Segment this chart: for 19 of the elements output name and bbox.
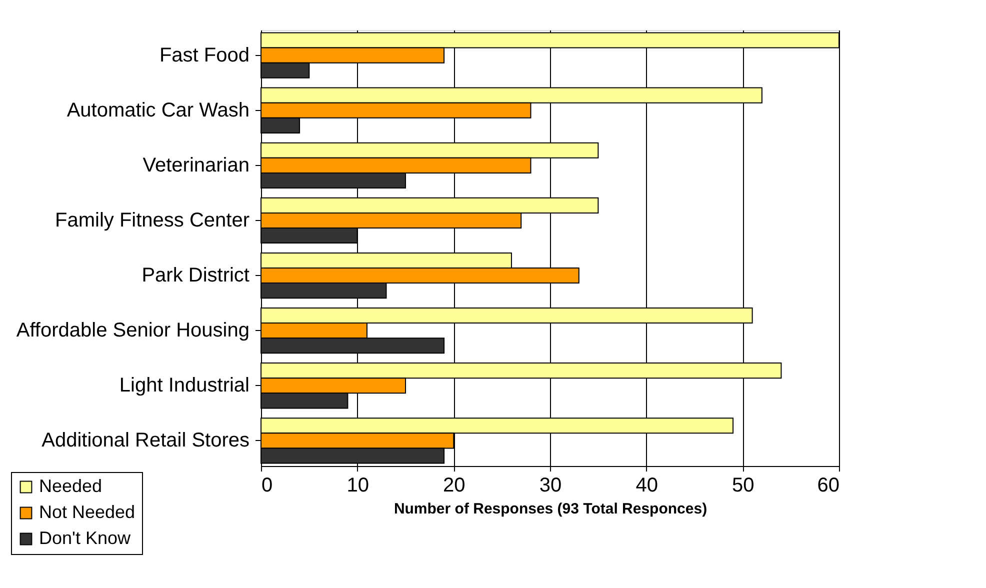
x-tick-label: 10 — [346, 474, 369, 496]
legend-label: Don't Know — [39, 528, 132, 548]
legend-label: Needed — [39, 476, 102, 496]
y-tick-label: Additional Retail Stores — [42, 430, 250, 452]
y-tick-label: Veterinarian — [142, 154, 250, 176]
y-tick-label: Family Fitness Center — [55, 209, 250, 232]
y-tick-label: Light Industrial — [119, 374, 250, 397]
x-axis-title: Number of Responses (93 Total Responces) — [394, 500, 708, 518]
y-tick-label: Fast Food — [159, 44, 250, 66]
x-tick-label: 40 — [636, 474, 658, 496]
x-tick-label: 0 — [262, 474, 273, 496]
x-tick-label: 60 — [817, 474, 840, 496]
y-tick-label: Park District — [142, 264, 250, 287]
y-tick-label: Automatic Car Wash — [66, 99, 250, 122]
x-tick-label: 20 — [443, 474, 466, 496]
x-tick-label: 50 — [732, 474, 754, 496]
legend-label: Not Needed — [39, 502, 136, 522]
x-tick-label: 30 — [539, 474, 562, 496]
y-tick-label: Affordable Senior Housing — [16, 320, 250, 342]
